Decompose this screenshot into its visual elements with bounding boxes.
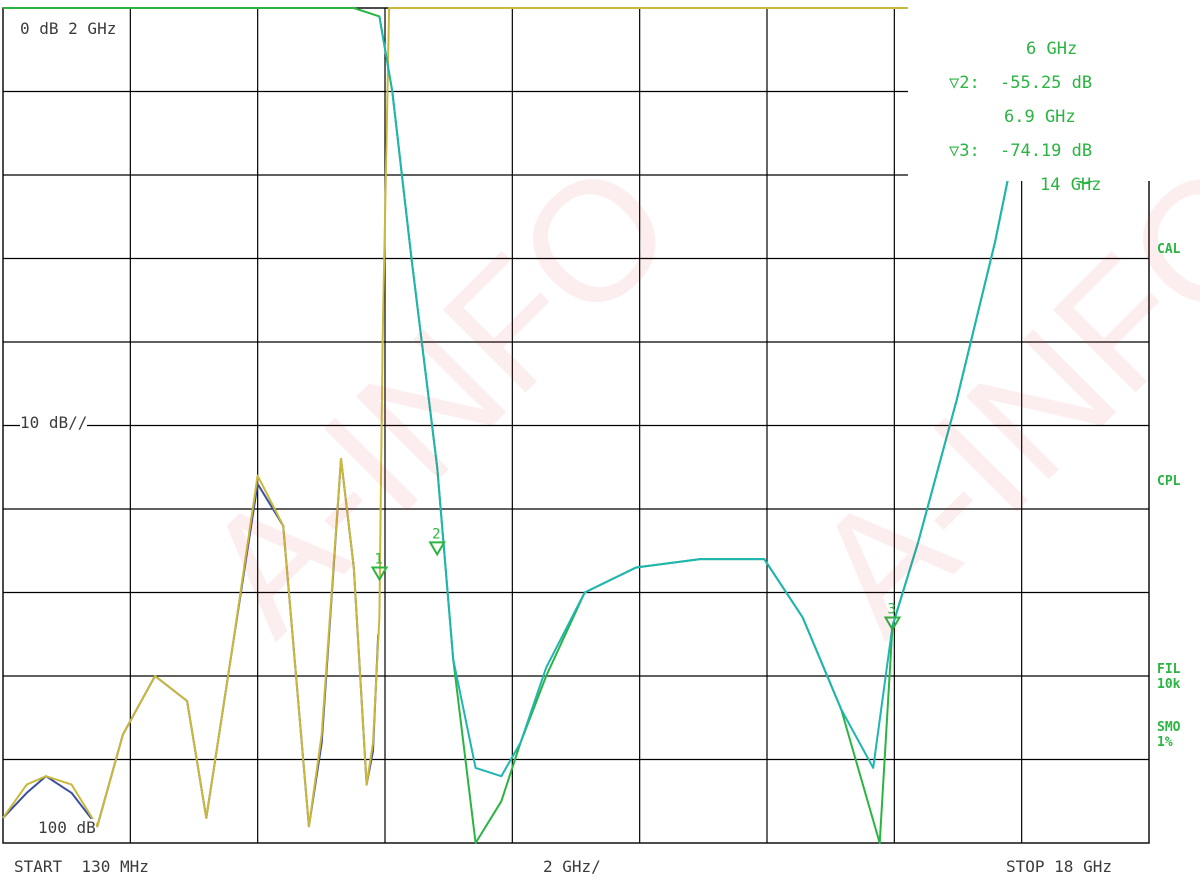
marker-1-label: 1	[374, 551, 382, 567]
marker-3-row: ▽3: -74.19 dB	[908, 109, 1148, 161]
marker-3-value: -74.19 dB	[1000, 141, 1093, 161]
ref-level-label: 0 dB 2 GHz	[20, 19, 117, 38]
triangle-marker-icon: ▽	[948, 141, 960, 161]
smoothing-indicator: SMO 1%	[1157, 720, 1181, 750]
marker-3-freq: 14 GHz	[1040, 175, 1102, 195]
stop-freq-label: STOP 18 GHz	[1006, 857, 1112, 876]
triangle-marker-icon: ▽	[948, 73, 960, 93]
marker-2-freq-row: 6.9 GHz	[908, 75, 1148, 127]
marker-2-triangle-icon	[428, 541, 446, 557]
cal-indicator: CAL	[1157, 242, 1181, 257]
trace-2	[2, 7, 1149, 828]
marker-2-id: 2	[959, 73, 970, 93]
scale-label: 10 dB//	[20, 413, 88, 432]
filter-indicator: FIL 10k	[1157, 662, 1181, 692]
marker-2-row: ▽2: -55.25 dB	[908, 41, 1148, 93]
span-per-div-label: 2 GHz/	[543, 857, 601, 876]
marker-1-row: 6 GHz	[908, 7, 1148, 59]
marker-1-triangle-icon	[370, 566, 389, 582]
start-freq-label: START 130 MHz	[14, 857, 149, 876]
marker-2-value: -55.25 dB	[1000, 73, 1093, 93]
marker-3-label: 3	[887, 602, 895, 618]
marker-3-id: 3	[959, 141, 970, 161]
cpl-indicator: CPL	[1157, 474, 1181, 489]
marker-3-freq-row: 14 GHz	[908, 143, 1148, 195]
marker-3-triangle-icon	[883, 616, 902, 632]
marker-2-label: 2	[432, 526, 440, 542]
marker-1-freq: 6 GHz	[1026, 39, 1078, 59]
marker-2-freq: 6.9 GHz	[1004, 107, 1076, 127]
trace-1	[2, 457, 380, 828]
marker-table: 6 GHz ▽2: -55.25 dB 6.9 GHz ▽3: -74.19 dB …	[908, 5, 1150, 195]
bottom-ref-label: 100 dB	[38, 818, 96, 837]
